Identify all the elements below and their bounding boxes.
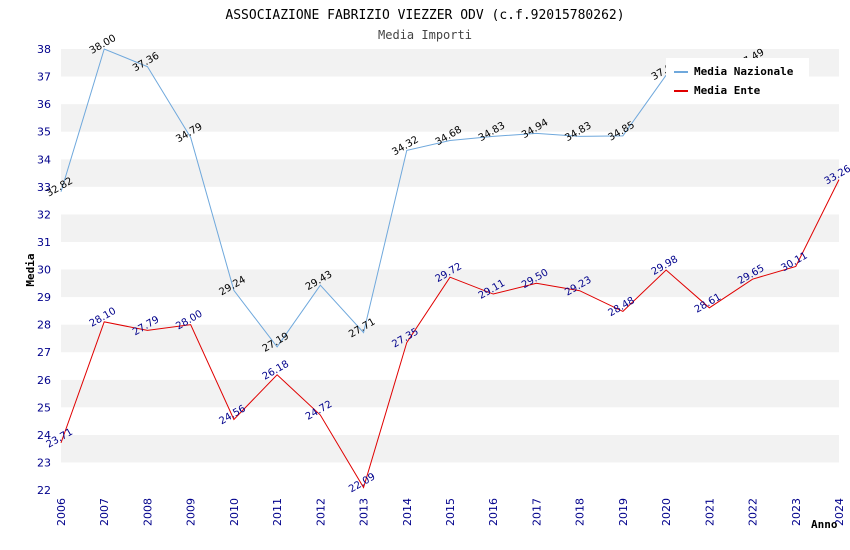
- chart-subtitle: Media Importi: [378, 28, 472, 42]
- y-tick-label: 38: [37, 43, 51, 56]
- x-tick-label: 2021: [703, 498, 716, 526]
- series-lines: [60, 48, 840, 489]
- x-tick-label: 2011: [271, 498, 284, 526]
- grid-band: [61, 379, 839, 408]
- y-tick-label: 23: [37, 456, 51, 469]
- legend-label-ente: Media Ente: [694, 84, 761, 97]
- x-axis-ticks: 2006 2007 2008 2009 2010 2011 2012 2013 2014 2015…: [55, 498, 846, 526]
- y-tick-label: 33: [37, 181, 51, 194]
- x-tick-label: 2010: [228, 498, 241, 526]
- y-tick-label: 35: [37, 126, 51, 139]
- grid-band: [61, 324, 839, 353]
- x-tick-label: 2017: [530, 498, 543, 526]
- legend-label-nazionale: Media Nazionale: [694, 65, 794, 78]
- x-tick-label: 2007: [98, 498, 111, 526]
- x-tick-label: 2024: [833, 498, 846, 526]
- y-tick-label: 31: [37, 236, 51, 249]
- grid-band: [61, 269, 839, 298]
- grid-band: [61, 297, 839, 325]
- y-tick-label: 34: [37, 153, 51, 166]
- chart-title: ASSOCIAZIONE FABRIZIO VIEZZER ODV (c.f.9…: [225, 8, 624, 23]
- background-bands: [61, 49, 839, 490]
- series-line-nazionale: [60, 48, 667, 348]
- y-tick-label: 29: [37, 291, 51, 304]
- y-tick-label: 25: [37, 401, 51, 414]
- x-tick-label: 2014: [401, 498, 414, 526]
- x-tick-label: 2020: [660, 498, 673, 526]
- x-tick-label: 2008: [141, 498, 154, 526]
- y-axis-label: Media: [24, 253, 37, 286]
- y-tick-label: 36: [37, 98, 51, 111]
- grid-band: [61, 214, 839, 242]
- legend: Media Nazionale Media Ente: [666, 58, 809, 100]
- x-tick-label: 2006: [55, 498, 68, 526]
- x-tick-label: 2023: [790, 498, 803, 526]
- x-tick-label: 2022: [747, 498, 760, 526]
- x-tick-label: 2018: [574, 498, 587, 526]
- grid-band: [61, 434, 839, 463]
- y-tick-label: 37: [37, 71, 51, 84]
- grid-band: [61, 104, 839, 132]
- grid-band: [61, 131, 839, 160]
- grid-band: [61, 407, 839, 435]
- y-tick-label: 30: [37, 264, 51, 277]
- grid-band: [61, 159, 839, 187]
- x-axis-label: Anno: [811, 518, 838, 531]
- x-tick-label: 2013: [358, 498, 371, 526]
- x-tick-label: 2019: [617, 498, 630, 526]
- grid-band: [61, 241, 839, 270]
- y-axis-ticks: 22 23 24 25 26 27 28 29 30 31 32 33 34 35 36 37 38: [37, 43, 51, 497]
- x-tick-label: 2015: [444, 498, 457, 526]
- grid-band: [61, 352, 839, 380]
- y-tick-label: 32: [37, 208, 51, 221]
- series-line-ente: [60, 179, 840, 489]
- y-tick-label: 27: [37, 346, 51, 359]
- x-tick-label: 2009: [185, 498, 198, 526]
- y-tick-label: 26: [37, 374, 51, 387]
- grid-band: [61, 186, 839, 215]
- legend-box: [666, 58, 809, 100]
- y-tick-label: 24: [37, 429, 51, 442]
- y-tick-label: 22: [37, 484, 51, 497]
- grid-band: [61, 462, 839, 490]
- y-tick-label: 28: [37, 319, 51, 332]
- x-tick-label: 2016: [487, 498, 500, 526]
- x-tick-label: 2012: [314, 498, 327, 526]
